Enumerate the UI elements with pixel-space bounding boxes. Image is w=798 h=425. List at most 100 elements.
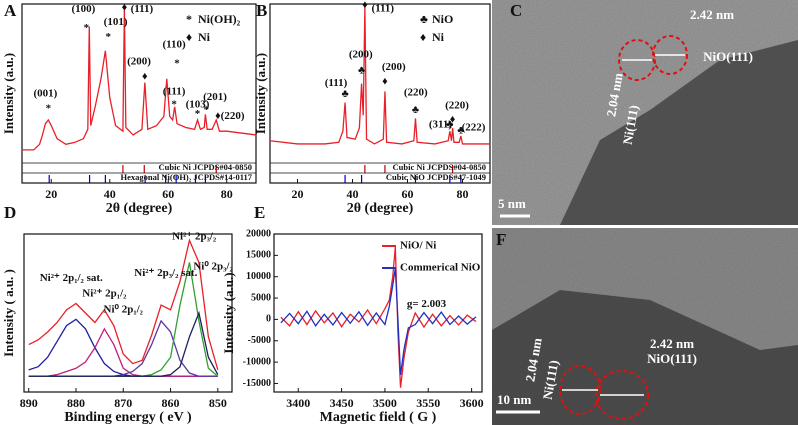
plot-frame [21,3,257,184]
annotation: (220) [221,110,245,122]
fringe-ring [595,370,649,420]
annotation: ♦ [215,110,221,122]
annotation: (220) [404,87,428,99]
x-tick-label: 890 [20,396,38,410]
annotation: ♣ [412,104,419,116]
plot-frame [273,233,483,393]
x-tick-label: 40 [104,187,116,201]
series-line [280,246,477,388]
annotation: (111) [371,2,394,14]
x-axis-label: Binding energy ( eV ) [64,410,192,425]
plane-label: Ni(111) [620,104,642,146]
annotation: (311) [429,118,453,130]
ref-label: Cubic Ni JCPDS#04-0850 [392,162,486,172]
panel-letter: E [254,203,265,222]
annotation: ♦ [382,75,388,87]
x-axis-label: Magnetic field ( G ) [320,410,437,425]
legend-marker: ♣ [420,12,428,26]
x-axis-label: 2θ (degree) [106,201,173,216]
annotation: ♣ [341,88,348,100]
plane-label: NiO(111) [647,351,697,366]
spacing-label: 2.42 nm [690,7,734,22]
legend-label: NiO [432,12,453,26]
annotation: (001) [33,87,57,99]
x-tick-label: 3500 [373,396,397,410]
annotation: Ni²⁺ 2p₃/₂ sat. [134,267,197,279]
annotation: Ni⁰ 2p₁/₂ [104,303,144,315]
x-tick-label: 80 [221,187,233,201]
x-tick-label: 60 [402,187,414,201]
scale-bar-label: 5 nm [498,196,526,211]
ref-label: Cubic Ni JCPDS#04-0850 [158,162,252,172]
annotation: ♦ [450,114,456,126]
annotation: Ni²⁺ 2p₃/₂ [172,231,217,243]
annotation: ♦ [362,0,368,11]
annotation: * [174,57,180,69]
y-tick-label: 0 [266,314,271,325]
legend-label: Commerical NiO [400,262,481,274]
y-tick-label: 10000 [246,271,271,282]
annotation: ♣ [358,64,365,76]
x-tick-label: 3400 [286,396,310,410]
annotation: ♦ [142,70,148,82]
y-axis-label: Intensity (a.u.) [221,272,236,353]
particle [492,290,798,425]
legend-marker: ♦ [420,30,426,44]
x-tick-label: 870 [114,396,132,410]
x-axis-label: 2θ (degree) [347,201,414,216]
ref-label: Hexagonal Ni(OH)₂ JCPDS#14-0117 [121,172,253,182]
annotation: Ni²⁺ 2p₁/₂ sat. [40,272,103,284]
particle [560,40,798,225]
x-tick-label: 850 [209,396,227,410]
annotation: (111) [131,3,154,15]
series-line [269,7,490,145]
x-tick-label: 60 [162,187,174,201]
annotation: (222) [462,122,486,134]
y-axis-label: Intensity ( a.u. ) [1,269,16,357]
annotation: Ni⁰ 2p₃/₂ [193,261,233,273]
scale-bar-label: 10 nm [497,392,531,407]
x-tick-label: 860 [162,396,180,410]
annotation: (111) [325,77,348,89]
annotation: Ni²⁺ 2p₁/₂ [82,288,127,300]
tem-image-c: 2.42 nm NiO(111) 2.04 nm Ni(111) 5 nm C [492,0,798,225]
annotation: (111) [163,85,186,97]
annotation: * [195,108,201,120]
annotation: ♣ [457,125,464,137]
annotation: (101) [104,16,128,28]
annotation: ♣ [446,118,453,130]
panel-letter: F [496,230,506,249]
legend-label: Ni [432,30,445,44]
series-line [28,310,219,377]
y-tick-label: -15000 [243,378,271,389]
legend-label: Ni(OH)₂ [198,12,241,26]
panel-letter: D [4,203,16,222]
plot-frame [23,233,233,393]
y-tick-label: -10000 [243,356,271,367]
y-tick-label: 5000 [251,292,271,303]
annotation: (103) [186,99,210,111]
x-tick-label: 3550 [416,396,440,410]
y-tick-label: 20000 [246,228,271,239]
annotation: (200) [382,61,406,73]
legend-label: NiO/ Ni [400,240,436,252]
annotation: * [204,104,210,116]
annotation: (200) [349,48,373,60]
tem-image-f: 2.04 nm Ni(111) 2.42 nm NiO(111) 10 nm F [492,228,798,425]
plane-label: NiO(111) [703,49,753,64]
y-tick-label: -5000 [248,335,271,346]
fringe-ring [652,35,688,75]
x-tick-label: 20 [45,187,57,201]
y-axis-label: Intensity (a.u.) [253,53,268,134]
series-line [22,7,257,151]
x-tick-label: 3600 [460,396,484,410]
annotation: (110) [162,39,186,51]
x-tick-label: 20 [292,187,304,201]
annotation: g= 2.003 [407,298,447,310]
spacing-label: 2.42 nm [650,336,694,351]
annotation: (220) [445,99,469,111]
legend-marker: * [186,12,192,26]
series-line [28,327,218,377]
y-tick-label: 15000 [246,250,271,261]
